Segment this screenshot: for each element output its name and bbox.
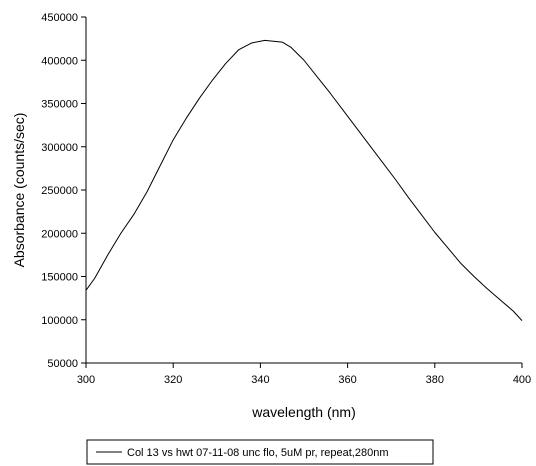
x-tick-label: 360 <box>338 374 356 386</box>
y-tick-label: 250000 <box>41 185 78 197</box>
x-tick-label: 320 <box>164 374 182 386</box>
y-tick-label: 350000 <box>41 99 78 111</box>
series-layer <box>85 39 523 321</box>
y-tick-label: 50000 <box>47 358 78 370</box>
y-tick-label: 200000 <box>41 228 78 240</box>
plot-area <box>85 17 522 364</box>
x-tick-label: 340 <box>251 374 269 386</box>
y-tick-label: 400000 <box>41 55 78 67</box>
y-axis-title: Absorbance (counts/sec) <box>11 113 27 268</box>
legend: Col 13 vs hwt 07-11-08 unc flo, 5uM pr, … <box>86 439 434 465</box>
y-tick-label: 300000 <box>41 142 78 154</box>
y-axis-ticks: 50000 100000 150000 200000 250000 300000 35000… <box>41 12 86 370</box>
series-line <box>85 39 523 321</box>
y-tick-label: 450000 <box>41 12 78 24</box>
x-tick-label: 380 <box>426 374 444 386</box>
y-tick-label: 150000 <box>41 272 78 284</box>
x-tick-label: 400 <box>513 374 531 386</box>
x-axis-ticks: 300 320 340 360 380 400 <box>77 363 531 386</box>
legend-box <box>86 439 434 465</box>
x-axis-title: wavelength (nm) <box>251 404 356 420</box>
x-tick-label: 300 <box>77 374 95 386</box>
y-tick-label: 100000 <box>41 315 78 327</box>
legend-label: Col 13 vs hwt 07-11-08 unc flo, 5uM pr, … <box>127 447 389 459</box>
